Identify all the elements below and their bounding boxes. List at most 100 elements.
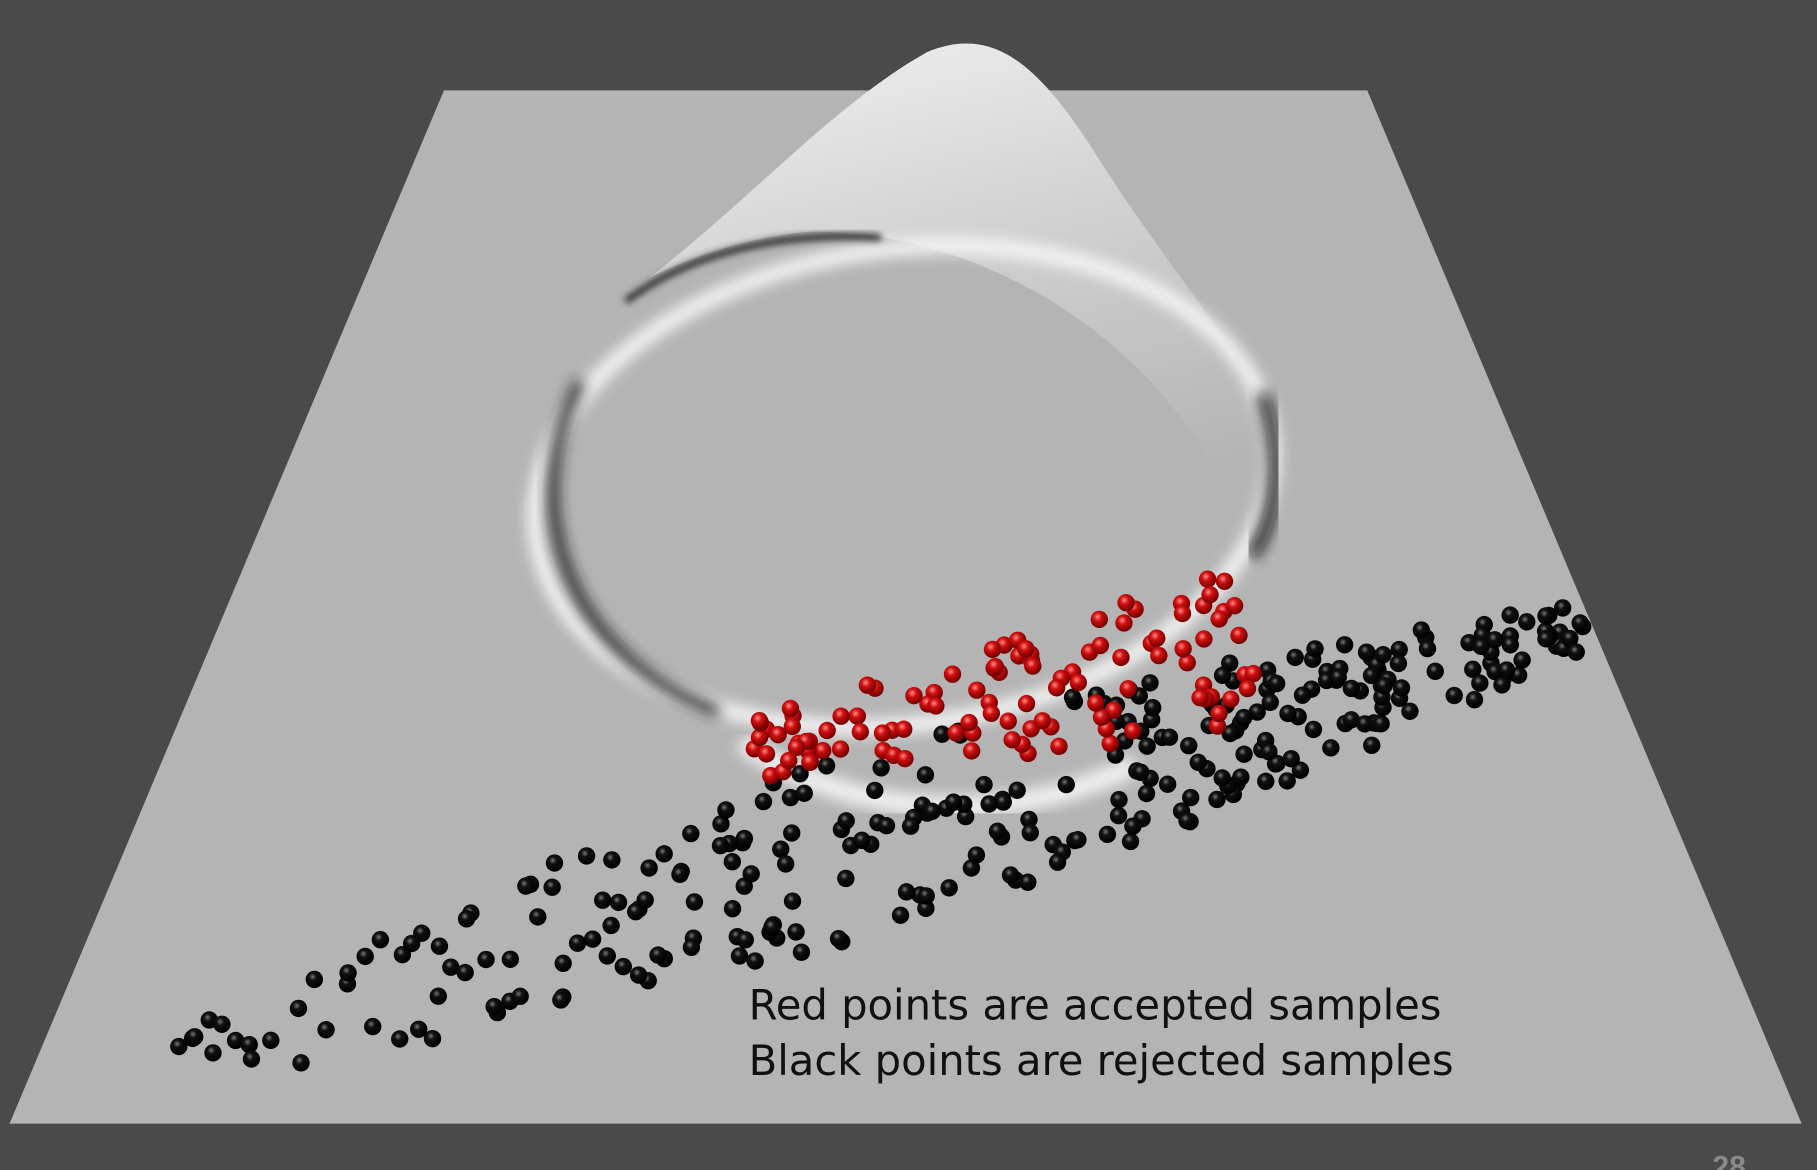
rejected-point	[424, 1030, 441, 1047]
rejected-point	[902, 817, 919, 834]
rejected-point	[364, 1018, 381, 1035]
rejected-point	[1257, 773, 1274, 790]
rejected-point	[637, 891, 654, 908]
rejected-point	[1518, 613, 1535, 630]
accepted-point	[1191, 689, 1208, 706]
accepted-point	[987, 658, 1004, 675]
rejected-point	[431, 938, 448, 955]
rejected-point	[262, 1032, 279, 1049]
rejected-point	[1413, 621, 1430, 638]
rejected-point	[1208, 791, 1225, 808]
rejected-point	[945, 794, 962, 811]
rejected-point	[918, 887, 935, 904]
accepted-point	[944, 666, 961, 683]
rejected-point	[403, 935, 420, 952]
rejected-point	[1286, 649, 1303, 666]
accepted-point	[780, 752, 797, 769]
rejected-point	[1322, 739, 1339, 756]
rejected-point	[485, 998, 502, 1015]
rejected-point	[552, 991, 569, 1008]
page: {"caption": {"line1": "Red points are ac…	[0, 0, 1817, 1170]
rejected-point	[1427, 663, 1444, 680]
rejected-point	[1498, 661, 1515, 678]
rejected-point	[602, 917, 619, 934]
rejected-point	[1049, 854, 1066, 871]
accepted-point	[859, 677, 876, 694]
accepted-point	[905, 687, 922, 704]
rejected-point	[1473, 638, 1490, 655]
rejected-point	[1502, 636, 1519, 653]
accepted-point	[1112, 649, 1129, 666]
rejected-point	[1099, 826, 1116, 843]
accepted-point	[1245, 665, 1262, 682]
accepted-point	[1050, 738, 1067, 755]
rejected-point	[989, 823, 1006, 840]
rejected-point	[1124, 817, 1141, 834]
accepted-point	[832, 740, 849, 757]
accepted-point	[782, 700, 799, 717]
accepted-point	[1222, 691, 1239, 708]
rejected-point	[1279, 705, 1296, 722]
rejected-point	[640, 859, 657, 876]
rejected-point	[649, 946, 666, 963]
rejected-point	[1393, 679, 1410, 696]
rejected-point	[787, 923, 804, 940]
rejected-point	[610, 894, 627, 911]
rejected-point	[1513, 651, 1530, 668]
rejected-point	[630, 966, 647, 983]
rejected-point	[1019, 874, 1036, 891]
slide: Red points are accepted samples Black po…	[0, 0, 1817, 1170]
accepted-point	[1000, 713, 1017, 730]
rejected-point	[1268, 675, 1285, 692]
rejected-point	[1002, 866, 1019, 883]
rejected-point	[502, 951, 519, 968]
rejected-point	[477, 951, 494, 968]
rejected-point	[357, 948, 374, 965]
rejected-point	[1330, 669, 1347, 686]
rejected-point	[599, 947, 616, 964]
rejected-point	[339, 964, 356, 981]
rejected-point	[170, 1038, 187, 1055]
rejected-point	[784, 892, 801, 909]
rejected-point	[1069, 831, 1086, 848]
rejected-point	[1305, 721, 1322, 738]
rejected-point	[1190, 754, 1207, 771]
accepted-point	[874, 724, 891, 741]
rejected-point	[898, 883, 915, 900]
accepted-point	[983, 705, 1000, 722]
accepted-point	[1210, 610, 1227, 627]
rejected-point	[1466, 691, 1483, 708]
rejected-point	[712, 837, 729, 854]
rejected-point	[683, 939, 700, 956]
rejected-point	[671, 866, 688, 883]
accepted-point	[1070, 674, 1087, 691]
accepted-point	[832, 708, 849, 725]
rejected-point	[317, 1021, 334, 1038]
rejected-point	[213, 1016, 230, 1033]
accepted-point	[1048, 679, 1065, 696]
accepted-point	[1230, 627, 1247, 644]
rejected-point	[1232, 768, 1249, 785]
rejected-point	[1122, 833, 1139, 850]
rejected-point	[1141, 674, 1158, 691]
rejected-point	[430, 988, 447, 1005]
rejected-point	[686, 893, 703, 910]
rejected-point	[1358, 644, 1375, 661]
rejected-point	[737, 931, 754, 948]
accepted-point	[758, 745, 775, 762]
rejected-point	[1537, 607, 1554, 624]
rejected-point	[1471, 674, 1488, 691]
rejected-point	[1374, 646, 1391, 663]
accepted-point	[960, 714, 977, 731]
rejected-point	[554, 955, 571, 972]
rejected-point	[1336, 636, 1353, 653]
rejected-point	[777, 855, 794, 872]
rejected-point	[1260, 743, 1277, 760]
rejected-point	[1493, 676, 1510, 693]
rejected-point	[742, 865, 759, 882]
accepted-point	[968, 681, 985, 698]
accepted-point	[751, 712, 768, 729]
accepted-point	[1091, 611, 1108, 628]
rejected-point	[517, 877, 534, 894]
rejected-point	[1375, 677, 1392, 694]
